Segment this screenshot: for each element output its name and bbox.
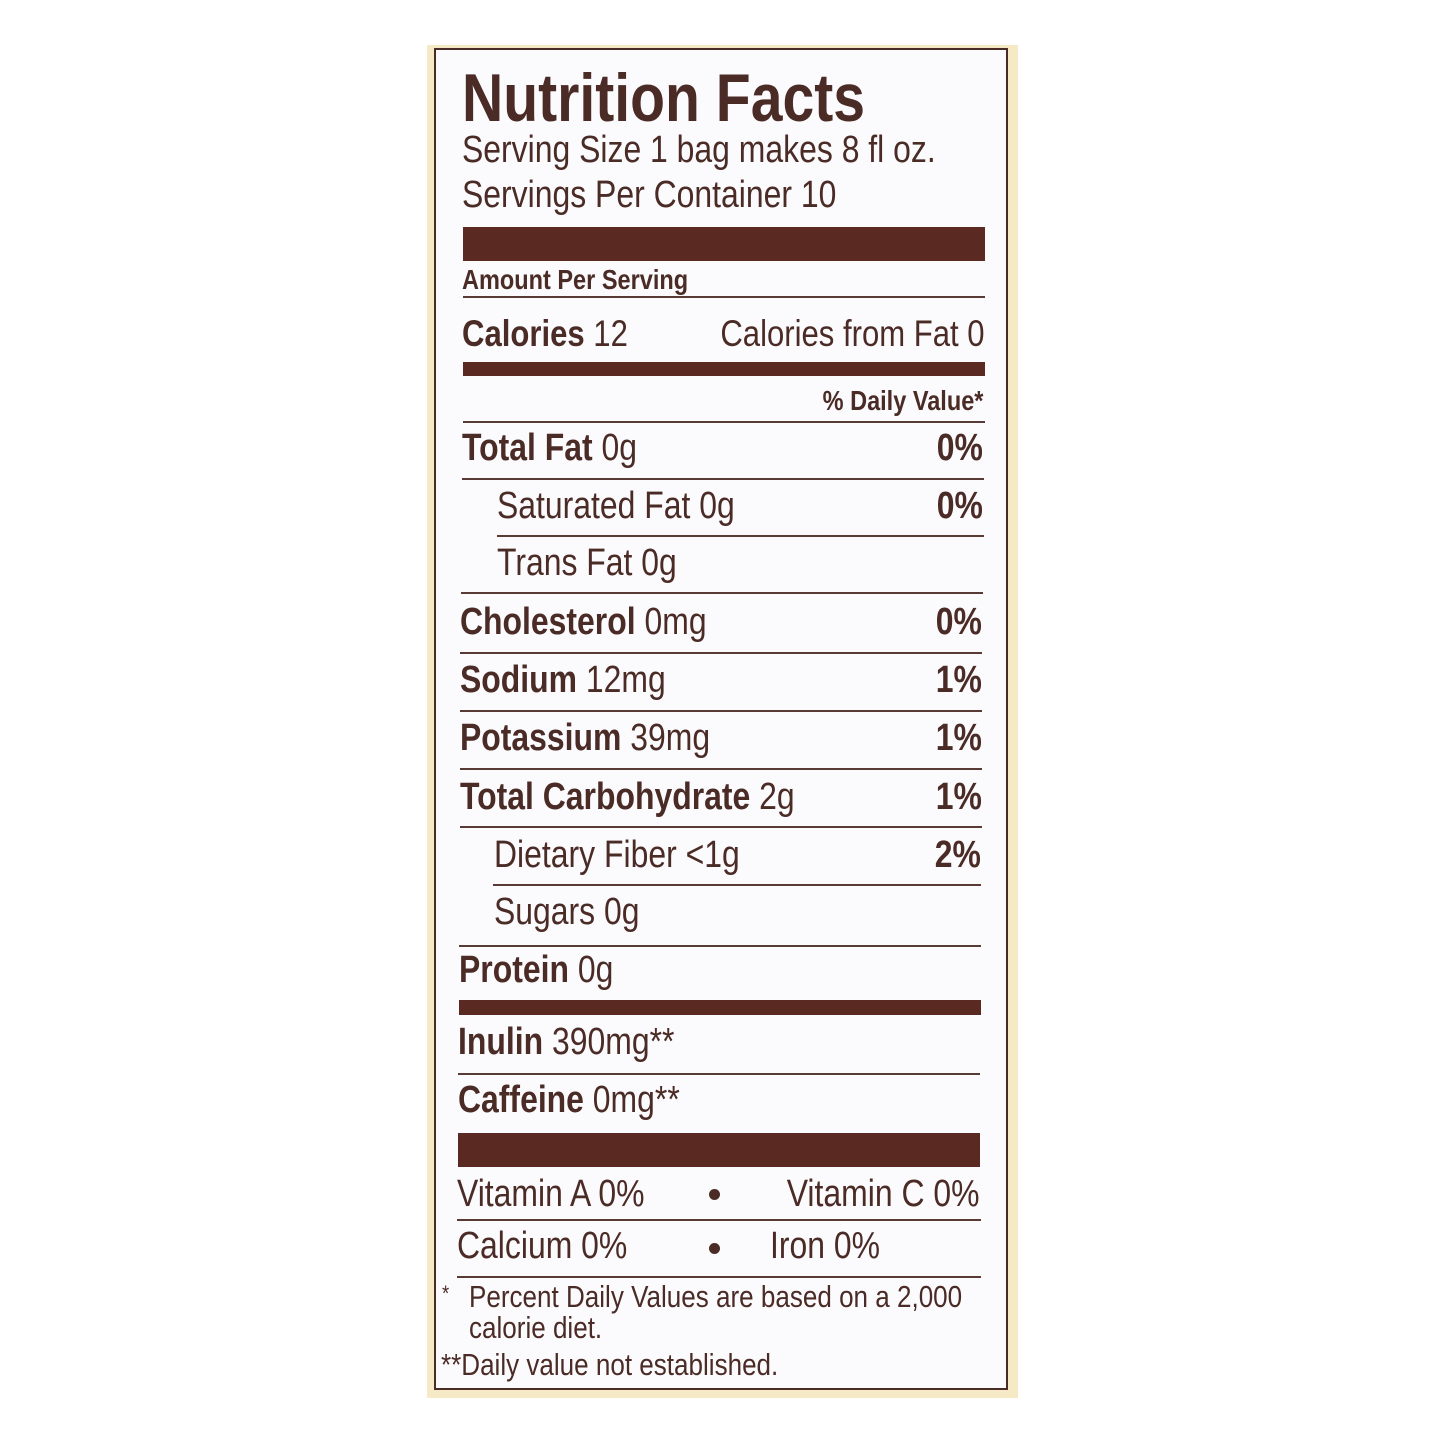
nutrient-row-dietary-fiber: Dietary Fiber <1g xyxy=(494,836,740,874)
nutrient-pct: 1% xyxy=(935,659,982,701)
divider xyxy=(460,710,982,712)
amount-per-serving: Amount Per Serving xyxy=(462,264,689,295)
bullet-icon xyxy=(709,1189,720,1200)
divider xyxy=(463,296,985,298)
nutrient-amount: 39mg xyxy=(630,717,711,759)
nutrient-label: Sugars xyxy=(494,891,596,933)
calories-row: Calories 12 xyxy=(462,315,628,352)
divider xyxy=(460,652,982,654)
divider xyxy=(460,826,982,828)
nutrient-row-sugars: Sugars 0g xyxy=(494,893,640,931)
iron: Iron 0% xyxy=(770,1225,881,1267)
daily-value-header: % Daily Value* xyxy=(822,385,983,416)
nutrient-row-protein: Protein 0g xyxy=(459,951,613,989)
calories-label: Calories xyxy=(462,313,585,354)
nutrient-row-total-fat: Total Fat 0g xyxy=(462,429,637,467)
footnote-line-2: calorie diet. xyxy=(469,1310,603,1345)
extra-amount: 0mg** xyxy=(592,1079,680,1121)
nutrient-amount: 0g xyxy=(604,891,640,933)
thick-divider xyxy=(458,1133,980,1167)
nutrient-amount: 0g xyxy=(577,949,614,991)
divider xyxy=(457,1276,981,1278)
nutrient-label: Sodium xyxy=(460,659,578,701)
vitamin-c: Vitamin C 0% xyxy=(787,1173,980,1215)
footnote-star: * xyxy=(442,1281,450,1306)
nutrient-pct: 0% xyxy=(936,485,983,527)
divider xyxy=(462,478,984,480)
nutrient-row-total-carbohydrate: Total Carbohydrate 2g xyxy=(460,778,795,816)
nutrient-row-trans-fat: Trans Fat 0g xyxy=(497,544,677,582)
nutrient-pct: 2% xyxy=(934,834,981,876)
calories-value: 12 xyxy=(593,313,628,354)
nutrient-pct: 1% xyxy=(935,717,982,759)
nutrient-label: Cholesterol xyxy=(460,601,636,643)
nutrient-row-cholesterol: Cholesterol 0mg xyxy=(460,603,707,641)
nutrient-label: Potassium xyxy=(460,717,622,759)
nutrient-pct: 0% xyxy=(936,427,983,469)
extra-row-inulin: Inulin 390mg** xyxy=(458,1023,674,1061)
nutrient-amount: <1g xyxy=(685,834,740,876)
vitamin-a: Vitamin A 0% xyxy=(457,1173,645,1215)
extra-amount: 390mg** xyxy=(551,1021,675,1063)
bullet-icon xyxy=(709,1243,720,1254)
nutrient-pct: 0% xyxy=(935,601,982,643)
nutrient-label: Dietary Fiber xyxy=(494,834,677,876)
nutrient-label: Protein xyxy=(459,949,569,991)
calcium: Calcium 0% xyxy=(457,1225,628,1267)
nutrient-label: Total Fat xyxy=(462,427,593,469)
footnote-line-1: Percent Daily Values are based on a 2,00… xyxy=(469,1279,963,1314)
divider xyxy=(461,592,983,594)
nutrient-label: Total Carbohydrate xyxy=(460,776,751,818)
divider xyxy=(459,945,981,947)
extra-label: Caffeine xyxy=(458,1079,584,1121)
footnote-daily-value: **Daily value not established. xyxy=(441,1347,779,1382)
nutrient-amount: 0g xyxy=(641,542,677,584)
divider xyxy=(457,1219,981,1221)
nutrient-amount: 0mg xyxy=(644,601,707,643)
divider xyxy=(497,535,984,537)
divider xyxy=(458,1073,980,1075)
servings-per-container: Servings Per Container 10 xyxy=(462,174,837,216)
nutrient-amount: 12mg xyxy=(585,659,666,701)
nutrient-row-sodium: Sodium 12mg xyxy=(460,661,666,699)
nutrient-label: Saturated Fat xyxy=(497,485,691,527)
medium-divider xyxy=(463,362,985,376)
nutrient-amount: 0g xyxy=(699,485,735,527)
extra-label: Inulin xyxy=(458,1021,544,1063)
thick-divider xyxy=(463,227,985,261)
calories-from-fat: Calories from Fat 0 xyxy=(720,313,985,354)
title: Nutrition Facts xyxy=(462,60,866,136)
extra-row-caffeine: Caffeine 0mg** xyxy=(458,1081,680,1119)
divider xyxy=(460,768,982,770)
nutrient-pct: 1% xyxy=(935,776,982,818)
nutrient-amount: 0g xyxy=(601,427,638,469)
medium-divider xyxy=(459,1000,981,1015)
serving-size: Serving Size 1 bag makes 8 fl oz. xyxy=(462,129,936,171)
divider xyxy=(493,884,981,886)
nutrient-amount: 2g xyxy=(759,776,795,818)
nutrient-label: Trans Fat xyxy=(497,542,633,584)
nutrient-row-potassium: Potassium 39mg xyxy=(460,719,710,757)
nutrient-row-saturated-fat: Saturated Fat 0g xyxy=(497,487,735,525)
divider xyxy=(463,421,985,423)
